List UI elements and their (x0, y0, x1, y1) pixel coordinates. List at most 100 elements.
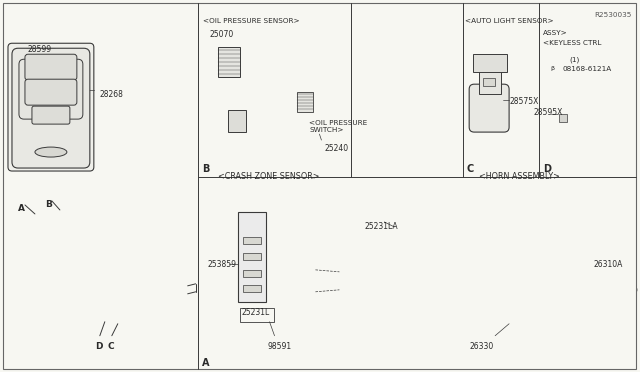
Polygon shape (32, 292, 155, 322)
Bar (243, 253, 260, 260)
Ellipse shape (285, 233, 298, 241)
Ellipse shape (285, 273, 298, 281)
Bar (559, 114, 567, 122)
Polygon shape (269, 184, 314, 202)
Circle shape (51, 213, 59, 221)
Circle shape (154, 213, 162, 221)
Bar (479, 66, 501, 94)
Text: D: D (543, 164, 551, 174)
Text: 25231LA: 25231LA (364, 222, 398, 231)
Bar (38, 113, 46, 119)
FancyBboxPatch shape (32, 106, 70, 124)
Text: 28595X: 28595X (533, 108, 563, 117)
Text: A: A (18, 204, 25, 213)
Text: 28268: 28268 (100, 90, 124, 99)
Bar (239, 308, 273, 322)
Polygon shape (616, 76, 634, 94)
Text: 98591: 98591 (268, 342, 292, 351)
Ellipse shape (285, 253, 298, 261)
Polygon shape (339, 227, 407, 332)
Polygon shape (557, 146, 619, 152)
Circle shape (494, 237, 564, 307)
Polygon shape (30, 214, 55, 237)
Bar (243, 270, 260, 277)
Polygon shape (543, 107, 557, 127)
Polygon shape (221, 102, 260, 130)
Text: ASSY>: ASSY> (543, 30, 568, 36)
Text: 253859: 253859 (207, 260, 237, 269)
FancyBboxPatch shape (469, 84, 509, 132)
Circle shape (140, 199, 176, 235)
Polygon shape (339, 283, 387, 297)
Text: C: C (466, 164, 474, 174)
Polygon shape (594, 270, 634, 294)
Polygon shape (551, 92, 619, 152)
Bar (237, 212, 266, 302)
Wedge shape (474, 217, 584, 327)
Ellipse shape (364, 238, 374, 246)
Circle shape (509, 252, 549, 292)
Circle shape (250, 205, 253, 209)
FancyBboxPatch shape (25, 54, 77, 80)
Text: B: B (202, 164, 209, 174)
Text: <AUTO LIGHT SENSOR>: <AUTO LIGHT SENSOR> (465, 18, 554, 24)
Text: C: C (108, 342, 115, 351)
Circle shape (18, 44, 26, 52)
FancyBboxPatch shape (25, 79, 77, 105)
Bar (218, 47, 239, 77)
Polygon shape (209, 65, 246, 109)
Text: D: D (95, 342, 102, 351)
Text: 25070: 25070 (209, 30, 234, 39)
Text: 08168-6121A: 08168-6121A (562, 66, 611, 72)
Polygon shape (613, 92, 619, 152)
Text: β: β (550, 66, 554, 71)
Circle shape (627, 285, 637, 295)
Ellipse shape (285, 293, 298, 301)
Circle shape (219, 259, 228, 269)
Circle shape (550, 65, 560, 75)
Circle shape (221, 262, 226, 266)
Text: <KEYLESS CTRL: <KEYLESS CTRL (543, 40, 602, 46)
Circle shape (37, 199, 73, 235)
Text: B: B (45, 200, 52, 209)
Polygon shape (157, 272, 188, 312)
Text: 28575X: 28575X (509, 97, 538, 106)
Circle shape (375, 312, 387, 324)
Circle shape (246, 202, 257, 212)
Text: 26330: 26330 (469, 342, 493, 351)
Polygon shape (28, 207, 58, 220)
Ellipse shape (364, 306, 374, 314)
Polygon shape (339, 306, 387, 320)
Polygon shape (469, 252, 494, 287)
Bar (483, 78, 495, 86)
Text: 25231L: 25231L (241, 308, 270, 317)
Polygon shape (155, 237, 191, 317)
Bar (228, 110, 246, 132)
Circle shape (521, 264, 537, 280)
Text: <CRASH ZONE SENSOR>: <CRASH ZONE SENSOR> (218, 172, 319, 181)
Polygon shape (292, 110, 317, 138)
Text: 25240: 25240 (324, 144, 349, 153)
Text: 26310A: 26310A (594, 260, 623, 269)
Polygon shape (25, 210, 191, 324)
Text: <OIL PRESSURE SENSOR>: <OIL PRESSURE SENSOR> (203, 18, 300, 24)
Bar (473, 54, 507, 72)
Text: A: A (202, 358, 209, 368)
Ellipse shape (35, 147, 67, 157)
Circle shape (375, 289, 387, 301)
Circle shape (628, 76, 636, 84)
Polygon shape (60, 317, 155, 337)
Polygon shape (294, 137, 325, 160)
FancyBboxPatch shape (19, 59, 83, 119)
Circle shape (148, 207, 168, 227)
Text: <OIL PRESSURE
SWITCH>: <OIL PRESSURE SWITCH> (310, 120, 368, 133)
Polygon shape (60, 257, 155, 302)
Polygon shape (269, 202, 339, 317)
Bar (298, 92, 314, 112)
Bar (243, 285, 260, 292)
Bar (46, 89, 58, 97)
Text: <HORN ASSEMBLY>: <HORN ASSEMBLY> (479, 172, 560, 181)
FancyBboxPatch shape (12, 48, 90, 168)
Bar (46, 61, 58, 69)
Bar (243, 237, 260, 244)
